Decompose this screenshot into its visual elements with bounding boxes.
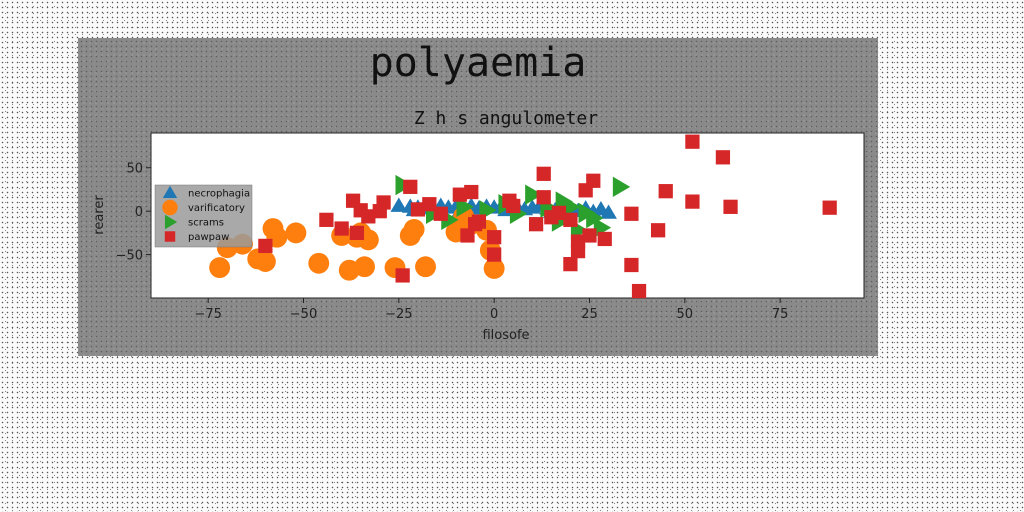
legend-marker-necrophagia xyxy=(162,185,178,199)
pawpaw-point xyxy=(452,187,467,202)
x-axis: −75 −50 −25 0 25 50 75 xyxy=(194,298,788,322)
pawpaw-point xyxy=(319,212,334,227)
pawpaw-point xyxy=(650,223,666,238)
pawpaw-point xyxy=(464,184,479,200)
pawpaw-point xyxy=(334,221,349,236)
chart-subtitle: Z h s angulometer xyxy=(414,108,598,129)
necrophagia-point xyxy=(600,204,617,219)
pawpaw-point xyxy=(361,209,376,224)
x-tick-label: 25 xyxy=(581,307,598,322)
pawpaw-point xyxy=(715,150,731,165)
pawpaw-point xyxy=(506,198,521,214)
pawpaw-point xyxy=(551,205,567,221)
varificatory-point xyxy=(254,251,276,272)
x-tick-label: 75 xyxy=(772,307,789,322)
legend-label-varificatory: varificatory xyxy=(188,203,245,214)
legend-label-pawpaw: pawpaw xyxy=(188,232,229,243)
pawpaw-point xyxy=(471,214,487,229)
y-tick-label: −50 xyxy=(116,249,143,264)
pawpaw-point xyxy=(563,257,578,272)
legend-marker-pawpaw xyxy=(164,231,176,242)
necrophagia-point xyxy=(390,197,408,212)
pawpaw-point xyxy=(410,202,426,217)
pawpaw-point xyxy=(822,200,837,215)
x-tick-label: −75 xyxy=(194,307,221,322)
pawpaw-point xyxy=(570,243,586,259)
pawpaw-point xyxy=(624,257,639,273)
pawpaw-point xyxy=(685,194,700,209)
varificatory-point xyxy=(403,218,425,240)
x-tick-label: 50 xyxy=(677,307,694,322)
x-tick-label: 0 xyxy=(490,307,498,322)
legend-marker-varificatory xyxy=(162,199,178,216)
y-tick-label: 0 xyxy=(135,205,143,220)
pawpaw-point xyxy=(597,231,612,247)
scrams-point xyxy=(563,196,581,218)
pawpaw-point xyxy=(372,204,387,219)
legend-label-scrams: scrams xyxy=(188,218,224,229)
pawpaw-point xyxy=(723,199,738,214)
pawpaw-point xyxy=(528,217,544,232)
pawpaw-point xyxy=(631,283,647,299)
chart-figure: polyaemia Z h s angulometer −75 −50 −25 0 25… xyxy=(78,38,878,356)
pawpaw-point xyxy=(563,212,578,227)
varificatory-point xyxy=(209,257,231,279)
pawpaw-point xyxy=(487,247,502,262)
y-axis-label: rearer xyxy=(92,195,107,235)
pawpaw-point xyxy=(536,190,551,205)
y-tick-label: 50 xyxy=(126,162,143,177)
x-tick-label: −25 xyxy=(385,307,412,322)
pawpaw-point xyxy=(582,228,597,243)
x-axis-label: filosofe xyxy=(482,328,529,343)
x-tick-label: −50 xyxy=(290,307,317,322)
chart-svg: polyaemia Z h s angulometer −75 −50 −25 0 25… xyxy=(92,40,865,343)
pawpaw-point xyxy=(258,238,273,254)
pawpaw-point xyxy=(460,228,475,243)
pawpaw-point xyxy=(658,184,673,199)
y-axis: 50 0 −50 xyxy=(116,162,151,264)
pawpaw-point xyxy=(403,179,418,194)
legend-label-necrophagia: necrophagia xyxy=(188,189,250,200)
legend: necrophagia varificatory scrams pawpaw xyxy=(154,184,253,248)
varificatory-point xyxy=(308,252,330,274)
chart-title: polyaemia xyxy=(370,40,587,86)
varificatory-point xyxy=(483,258,505,279)
pawpaw-point xyxy=(433,206,448,221)
pawpaw-point xyxy=(487,230,502,245)
pawpaw-point xyxy=(685,134,700,149)
pawpaw-point xyxy=(624,206,639,221)
varificatory-point xyxy=(285,222,307,244)
pawpaw-point xyxy=(395,268,410,283)
pawpaw-point xyxy=(578,183,593,198)
legend-marker-scrams xyxy=(164,214,178,230)
scrams-point xyxy=(612,176,631,198)
varificatory-point xyxy=(354,256,375,278)
pawpaw-point xyxy=(536,166,551,181)
scrams-point xyxy=(525,184,543,205)
pawpaw-point xyxy=(349,225,365,240)
varificatory-point xyxy=(415,256,436,278)
pawpaw-point xyxy=(422,197,437,212)
